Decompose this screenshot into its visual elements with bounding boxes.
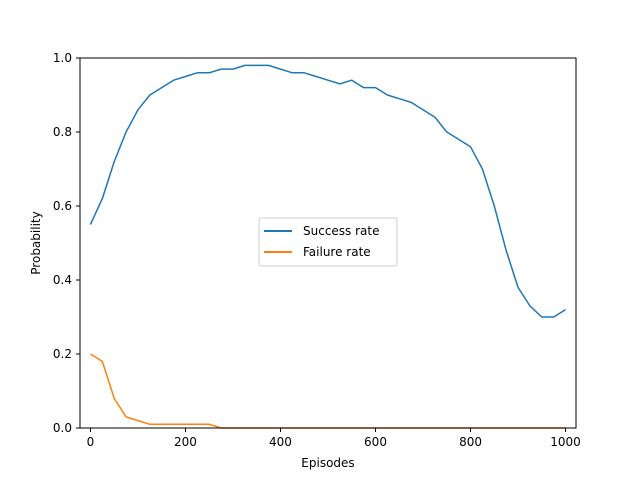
x-axis-ticks: 0 200 400 600 800 1000 [87,428,581,449]
y-tick-label: 0.6 [53,199,72,213]
x-tick-label: 600 [364,435,387,449]
series-line-success [89,64,566,318]
x-tick-label: 800 [459,435,482,449]
y-tick-label: 0.0 [53,421,72,435]
legend-label-success: Success rate [303,224,380,238]
x-tick-label: 0 [87,435,95,449]
y-tick-label: 0.4 [53,273,72,287]
legend-label-failure: Failure rate [303,245,371,259]
legend: Success rate Failure rate [258,217,398,267]
y-axis-ticks: 0.0 0.2 0.4 0.6 0.8 1.0 [53,51,80,435]
x-axis-label: Episodes [301,456,354,470]
x-tick-label: 200 [174,435,197,449]
y-tick-label: 1.0 [53,51,72,65]
legend-box [258,217,398,267]
y-tick-label: 0.2 [53,347,72,361]
plot-frame [79,57,577,429]
x-tick-label: 400 [269,435,292,449]
y-axis-label: Probability [29,211,43,274]
y-tick-label: 0.8 [53,125,72,139]
x-tick-label: 1000 [550,435,581,449]
